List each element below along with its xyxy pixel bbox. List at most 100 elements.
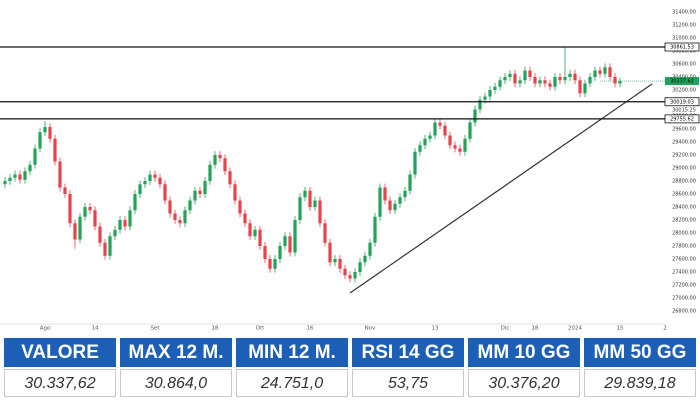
candle-body: [158, 177, 162, 185]
table-header: MIN 12 M.: [236, 338, 348, 367]
table-cell: 30.376,20: [468, 369, 580, 397]
candle-body: [443, 125, 447, 136]
y-tick-label: 31400.00: [672, 10, 696, 16]
candle-body: [523, 70, 527, 81]
candle-body: [13, 174, 17, 178]
candle-body: [308, 190, 312, 207]
price-note: 30015.25: [672, 108, 696, 114]
candle-body: [603, 67, 607, 74]
candle-body: [373, 216, 377, 243]
candle-body: [283, 236, 287, 246]
candle-body: [563, 77, 567, 81]
candle-body: [393, 203, 397, 211]
candle-body: [548, 83, 552, 87]
candle-body: [493, 86, 497, 90]
candle-body: [68, 194, 72, 224]
candle-body: [533, 77, 537, 84]
candle-body: [33, 148, 37, 165]
y-tick-label: 27200.00: [672, 283, 696, 289]
candle-body: [8, 177, 12, 181]
candle-body: [543, 80, 547, 84]
table-header: VALORE: [4, 338, 116, 367]
candle-body: [348, 275, 352, 279]
candle-body: [613, 77, 617, 84]
candle-body: [238, 200, 242, 214]
x-tick-label: Set: [150, 326, 160, 332]
y-tick-label: 28400.00: [672, 205, 696, 211]
candle-body: [138, 184, 142, 194]
candle-body: [488, 90, 492, 97]
table-header: MM 50 GG: [584, 338, 696, 367]
candle-body: [363, 255, 367, 263]
candle-body: [368, 242, 372, 256]
candle-body: [338, 259, 342, 269]
y-tick-label: 30200.00: [672, 88, 696, 94]
candle-body: [593, 70, 597, 77]
candle-body: [433, 122, 437, 136]
y-tick-label: 30800.00: [672, 49, 696, 55]
chart: 26800.00 27000.00 27200.00 27400.00 27600.00…: [0, 9, 700, 332]
x-tick-label: 18: [532, 326, 539, 332]
candle-body: [243, 213, 247, 224]
level-label-box: [664, 114, 700, 124]
candle-body: [263, 246, 267, 259]
y-tick-label: 28000.00: [672, 231, 696, 237]
candle-body: [453, 145, 457, 149]
candle-body: [93, 210, 97, 227]
candle-body: [573, 73, 577, 81]
y-tick-label: 31200.00: [672, 23, 696, 29]
current-price-box: [665, 77, 699, 86]
candle-body: [398, 197, 402, 204]
candle-body: [318, 200, 322, 224]
candle-body: [353, 272, 357, 279]
y-tick-label: 31000.00: [672, 36, 696, 42]
candle-body: [98, 226, 102, 243]
candle-body: [483, 96, 487, 100]
candle-body: [528, 70, 532, 77]
candle-body: [358, 262, 362, 272]
candle-body: [413, 151, 417, 175]
candle-body: [83, 207, 87, 217]
candle-body: [458, 148, 462, 152]
x-tick-label: 14: [92, 326, 99, 332]
candle-body: [583, 83, 587, 94]
y-tick-label: 27400.00: [672, 270, 696, 276]
candle-body: [143, 181, 147, 185]
candle-body: [198, 190, 202, 194]
candle-body: [508, 73, 512, 77]
candle-body: [438, 122, 442, 126]
candle-body: [78, 216, 82, 240]
candle-body: [498, 80, 502, 87]
table-header: MM 10 GG: [468, 338, 580, 367]
candle-body: [513, 73, 517, 84]
candle-body: [153, 174, 157, 178]
candle-body: [608, 67, 612, 77]
x-tick-label: 16: [307, 326, 314, 332]
table-header: RSI 14 GG: [352, 338, 464, 367]
candle-body: [103, 242, 107, 256]
y-tick-label: 28200.00: [672, 218, 696, 224]
candle-body: [188, 200, 192, 211]
candle-body: [478, 99, 482, 110]
candle-body: [333, 259, 337, 263]
candle-body: [133, 194, 137, 211]
level-label-box: [664, 97, 700, 107]
y-tick-label: 30600.00: [672, 62, 696, 68]
level-label: 30861.53: [670, 45, 694, 51]
candle-body: [423, 138, 427, 146]
current-price-label: 30337.62: [670, 79, 694, 85]
candle-body: [148, 174, 152, 181]
y-tick-label: 28600.00: [672, 192, 696, 198]
candle-body: [128, 210, 132, 227]
x-tick-label: Ott: [256, 326, 265, 332]
candle-body: [193, 190, 197, 201]
candle-body: [23, 171, 27, 180]
level-label: 30019.03: [670, 99, 694, 105]
candle-body: [168, 200, 172, 214]
candle-body: [53, 138, 57, 162]
table-cell: 53,75: [352, 369, 464, 397]
x-tick-label: Dic: [501, 326, 510, 332]
x-tick-label: 15: [617, 326, 624, 332]
candle-body: [38, 132, 42, 149]
